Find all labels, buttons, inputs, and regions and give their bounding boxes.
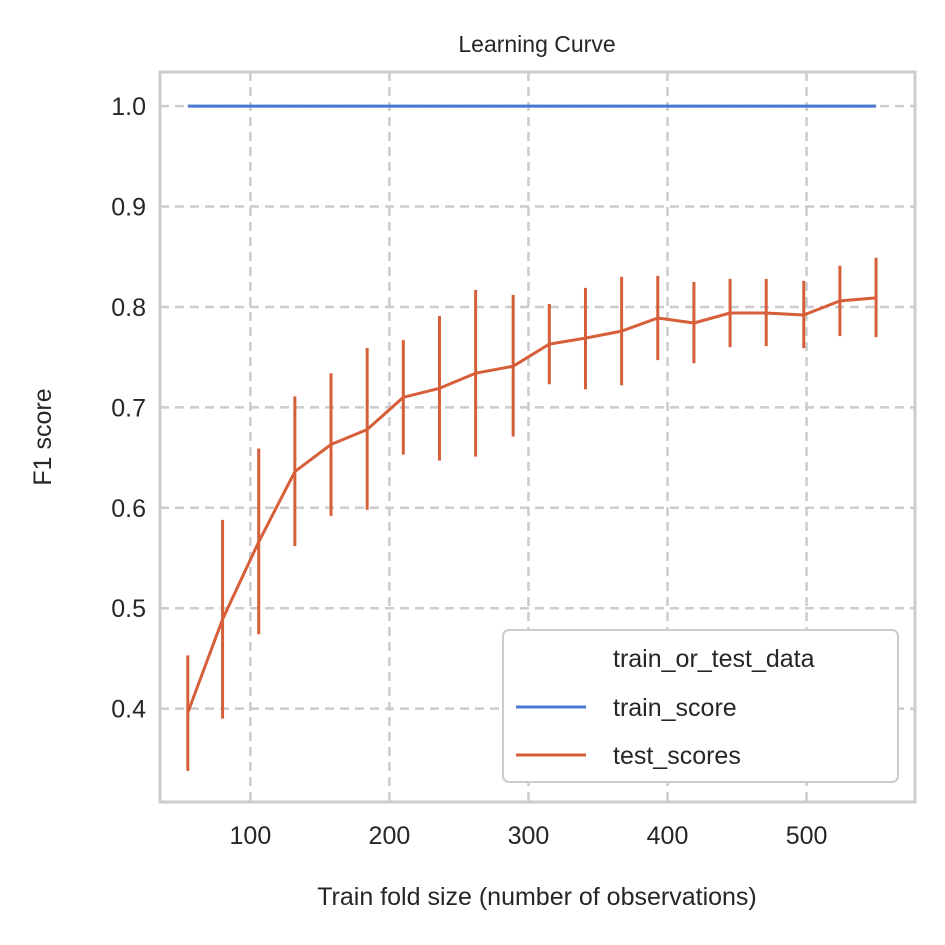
y-tick-label: 0.9 [111,194,146,222]
tick-labels: 100 200 300 400 500 0.4 0.5 0.6 0.7 0.8 0.9 1.0 [111,93,827,850]
x-tick-label: 500 [786,822,828,850]
x-tick-label: 100 [230,822,272,850]
legend-title: train_or_test_data [613,645,815,673]
series [186,104,878,771]
y-tick-label: 0.5 [111,595,146,623]
legend: train_or_test_data train_score test_scor… [502,629,899,783]
chart-title: Learning Curve [458,31,615,57]
legend-train-label: train_score [613,694,737,722]
series-line-test_scores [186,296,877,714]
legend-box [502,629,899,783]
y-tick-label: 0.4 [111,696,146,724]
legend-test-label: test_scores [613,742,741,770]
x-tick-label: 300 [508,822,550,850]
y-axis-label: F1 score [29,388,57,485]
y-tick-label: 0.8 [111,294,146,322]
x-tick-label: 200 [369,822,411,850]
plot-frame [158,70,917,804]
y-tick-label: 1.0 [111,93,146,121]
x-axis-label: Train fold size (number of observations) [317,883,757,911]
y-tick-label: 0.6 [111,495,146,523]
x-tick-label: 400 [647,822,689,850]
y-tick-label: 0.7 [111,394,146,422]
